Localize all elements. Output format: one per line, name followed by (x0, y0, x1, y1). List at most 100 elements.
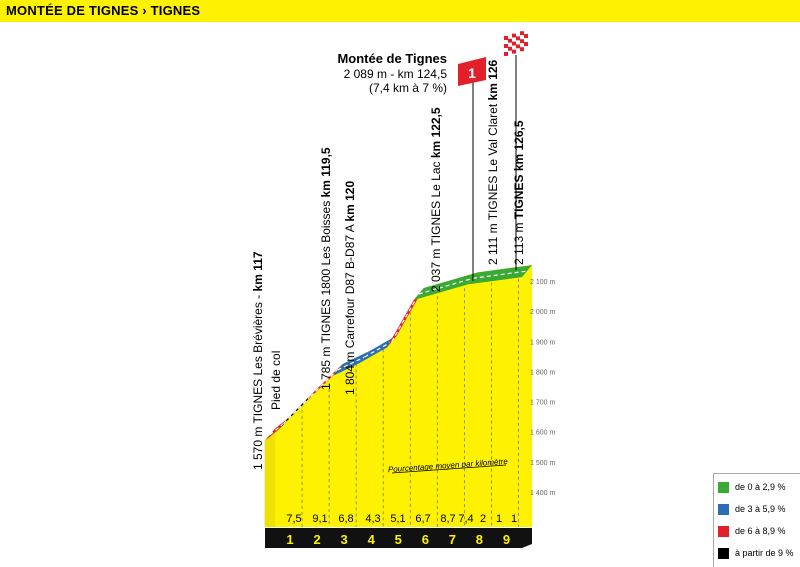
flag-cell (508, 34, 512, 39)
road-centerline (418, 277, 474, 295)
y-tick-label: 1 400 m (530, 490, 555, 497)
flag-cell (504, 48, 508, 52)
gradient-label: 2 (480, 513, 486, 525)
waypoint-label: 2 037 m TIGNES Le Lac km 122,5 (429, 107, 443, 292)
legend-label: à partir de 9 % (735, 548, 794, 558)
gradient-label: 9,1 (312, 513, 327, 525)
flag-cell (508, 42, 512, 47)
flag-cell (520, 31, 524, 36)
flag-cell (524, 38, 528, 42)
flag-cell (516, 40, 520, 45)
flag-cell (512, 37, 516, 42)
waypoint-text: 2 113 m (512, 219, 526, 265)
legend-label: de 3 à 5,9 % (735, 504, 786, 514)
gradient-label: 1 (511, 513, 517, 525)
waypoint-km: km 120 (343, 181, 357, 222)
gradient-label: 8,7 (440, 513, 455, 525)
flag-cell (508, 38, 512, 43)
flag-cell (504, 36, 508, 40)
gradient-legend: de 0 à 2,9 % de 3 à 5,9 % de 6 à 8,9 % à pa… (713, 473, 800, 567)
legend-label: de 6 à 8,9 % (735, 526, 786, 536)
gradient-label: 1 (496, 513, 502, 525)
base-strip (265, 528, 532, 548)
gradient-label: 7,5 (286, 513, 301, 525)
caption-underline (391, 464, 507, 474)
waypoint-text: 1 570 m TIGNES Les Brévières - (251, 291, 265, 470)
profile-area (265, 265, 532, 527)
flag-cell (504, 52, 508, 56)
y-tick-label: 2 000 m (530, 309, 555, 316)
waypoint-label: 2 113 m TIGNES km 126,5 (512, 120, 526, 265)
flag-cell (512, 33, 516, 38)
waypoint-text: 1 785 m TIGNES 1800 Les Boisses (319, 197, 333, 390)
flag-cell (504, 40, 508, 44)
y-tick-label: 1 600 m (530, 430, 555, 437)
y-tick-label: 1 800 m (530, 369, 555, 376)
y-tick-label: 1 900 m (530, 339, 555, 346)
legend-swatch (718, 481, 729, 493)
road-centerline (364, 341, 393, 358)
gradient-label: 6,8 (338, 513, 353, 525)
waypoint-km: km 122,5 (429, 107, 443, 158)
flag-cell (508, 50, 512, 55)
flag-cell (508, 46, 512, 51)
flag-cell (516, 32, 520, 37)
flag-cell (520, 43, 524, 48)
waypoint-km: TIGNES km 126,5 (512, 120, 526, 219)
km-marker: 4 (368, 532, 376, 547)
y-tick-label: 1 700 m (530, 400, 555, 407)
gradient-label: 6,7 (415, 513, 430, 525)
finish-flag-icon (504, 30, 528, 56)
waypoint-text: 1 804 m Carrefour D87 B-D87 A (343, 222, 357, 395)
gradient-label: 5,1 (390, 513, 405, 525)
gradient-label: 4,3 (365, 513, 380, 525)
title-bar: MONTÉE DE TIGNES › TIGNES (0, 0, 800, 22)
flag-cell (504, 44, 508, 48)
waypoint-label: 2 111 m TIGNES Le Val Claret km 126 (486, 59, 500, 265)
legend-swatch (718, 525, 729, 537)
flag-cell (524, 46, 528, 50)
category-number: 1 (468, 65, 476, 81)
flag-cell (516, 48, 520, 53)
road-centerline (337, 356, 365, 371)
category-flag (458, 57, 486, 86)
profile-left-face (265, 428, 275, 527)
flag-cell (516, 36, 520, 41)
legend-item: à partir de 9 % (718, 544, 794, 562)
km-marker: 2 (313, 532, 320, 547)
flag-cell (520, 47, 524, 52)
waypoint-label: 1 804 m Carrefour D87 B-D87 A km 120 (343, 181, 357, 395)
legend-swatch (718, 547, 729, 559)
km-marker: 8 (476, 532, 483, 547)
waypoint-km: km 126 (486, 59, 500, 100)
km-marker: 7 (449, 532, 456, 547)
waypoint-label: 1 785 m TIGNES 1800 Les Boisses km 119,5 (319, 147, 333, 390)
legend-swatch (718, 503, 729, 515)
profile-segment (305, 363, 343, 403)
flag-cell (512, 41, 516, 46)
profile-segment (386, 287, 424, 348)
waypoint-km: km 119,5 (319, 147, 333, 197)
flag-cell (520, 39, 524, 44)
gradient-label: 7,4 (458, 513, 473, 525)
summit-name: Montée de Tignes (337, 51, 447, 66)
flag-cell (516, 44, 520, 49)
waypoint-sub: Pied de col (269, 351, 283, 410)
waypoint-text: 2 037 m TIGNES Le Lac (429, 158, 443, 292)
waypoint-text: 2 111 m TIGNES Le Val Claret (486, 100, 500, 265)
profile-segment (278, 390, 316, 430)
road-centerline (472, 270, 528, 279)
waypoint-km: km 117 (251, 251, 265, 291)
road-centerline (269, 423, 284, 436)
y-tick-label: 1 500 m (530, 460, 555, 467)
page-title: MONTÉE DE TIGNES › TIGNES (6, 3, 201, 18)
road-centerline (391, 293, 420, 342)
flag-cell (512, 49, 516, 54)
km-marker: 6 (422, 532, 429, 547)
flag-cell (520, 35, 524, 40)
legend-label: de 0 à 2,9 % (735, 482, 786, 492)
km-marker: 3 (341, 532, 348, 547)
legend-item: de 6 à 8,9 % (718, 522, 786, 540)
summit-climb: (7,4 km à 7 %) (369, 81, 447, 95)
y-tick-label: 2 100 m (530, 279, 555, 286)
